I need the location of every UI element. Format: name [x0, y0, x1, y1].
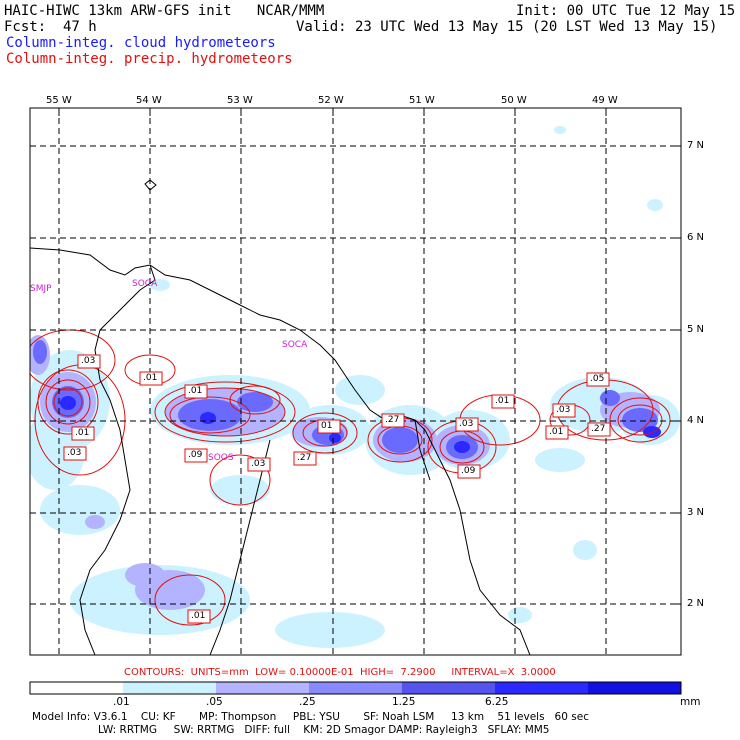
lon-label: 53 W: [227, 95, 253, 106]
lat-label: 4 N: [687, 415, 705, 426]
forecast-label: Fcst:: [4, 19, 47, 35]
contour-label: .09: [461, 466, 476, 476]
legend-frame: [29, 681, 682, 695]
lat-lon-grid: [30, 108, 681, 655]
field-precip-label: Column-integ. precip. hydrometeors: [6, 51, 293, 67]
legend-swatch: [495, 682, 588, 694]
lon-label: 54 W: [136, 95, 162, 106]
contour-label: .27: [591, 424, 606, 434]
contour-label: .01: [549, 427, 564, 437]
contour-label: .09: [188, 450, 203, 460]
contour-label: .01: [495, 396, 510, 406]
model-info-line-1: Model Info: V3.6.1 CU: KF MP: Thompson P…: [32, 711, 589, 723]
contour-label: .27: [385, 415, 400, 425]
lon-label: 50 W: [501, 95, 527, 106]
legend-tick: 1.25: [392, 696, 416, 708]
legend-tick: 6.25: [485, 696, 509, 708]
contour-label: .03: [67, 448, 82, 458]
contour-label: .01: [143, 373, 158, 383]
station-label: SOCA: [132, 279, 158, 289]
lon-label: 52 W: [318, 95, 344, 106]
legend-swatch: [30, 682, 123, 694]
cloud-field-strong: [33, 340, 658, 459]
legend-swatch: [123, 682, 216, 694]
lat-label: 3 N: [687, 507, 705, 518]
station-label: SMJP: [30, 284, 52, 294]
contours-info: CONTOURS: UNITS=mm LOW= 0.10000E-01 HIGH…: [124, 667, 556, 678]
contour-label: .27: [297, 453, 312, 463]
coastlines: [30, 179, 531, 655]
legend-swatch: [309, 682, 402, 694]
field-cloud-label: Column-integ. cloud hydrometeors: [6, 35, 276, 51]
legend-swatch: [216, 682, 309, 694]
contour-label: .01: [75, 428, 90, 438]
lon-label: 49 W: [592, 95, 618, 106]
contour-label: 01: [321, 421, 333, 431]
valid-time: Valid: 23 UTC Wed 13 May 15 (20 LST Wed …: [296, 19, 718, 35]
legend-tick: .05: [206, 696, 223, 708]
contour-label: .01: [188, 386, 203, 396]
lon-label: 55 W: [46, 95, 72, 106]
legend-tick: .01: [113, 696, 130, 708]
station-label: SOOS: [208, 453, 234, 463]
lat-label: 5 N: [687, 324, 705, 335]
contour-label: .03: [556, 405, 571, 415]
station-label: SOCA: [282, 340, 308, 350]
contour-label-boxes: [63, 354, 611, 624]
init-time: Init: 00 UTC Tue 12 May 15: [516, 3, 736, 19]
lat-label: 6 N: [687, 232, 705, 243]
contour-label: .03: [459, 419, 474, 429]
frame-ticks: [58, 108, 681, 605]
contour-label: .03: [251, 459, 266, 469]
contour-label: .05: [590, 374, 605, 384]
legend-swatch: [402, 682, 495, 694]
chart-title: HAIC-HIWC 13km ARW-GFS init NCAR/MMM: [4, 3, 325, 19]
forecast-hour: 47 h: [63, 19, 97, 35]
precip-contours: [30, 329, 671, 626]
model-info-line-2: LW: RRTMG SW: RRTMG DIFF: full KM: 2D Sm…: [98, 724, 550, 736]
map-frame: [29, 107, 682, 656]
contour-label: .03: [81, 356, 96, 366]
legend-unit: mm: [680, 696, 701, 708]
contour-label: .01: [191, 611, 206, 621]
lon-label: 51 W: [409, 95, 435, 106]
lat-label: 2 N: [687, 598, 705, 609]
lat-label: 7 N: [687, 140, 705, 151]
cloud-field-core: [60, 396, 661, 453]
legend-tick: .25: [299, 696, 316, 708]
legend-swatch: [588, 682, 681, 694]
